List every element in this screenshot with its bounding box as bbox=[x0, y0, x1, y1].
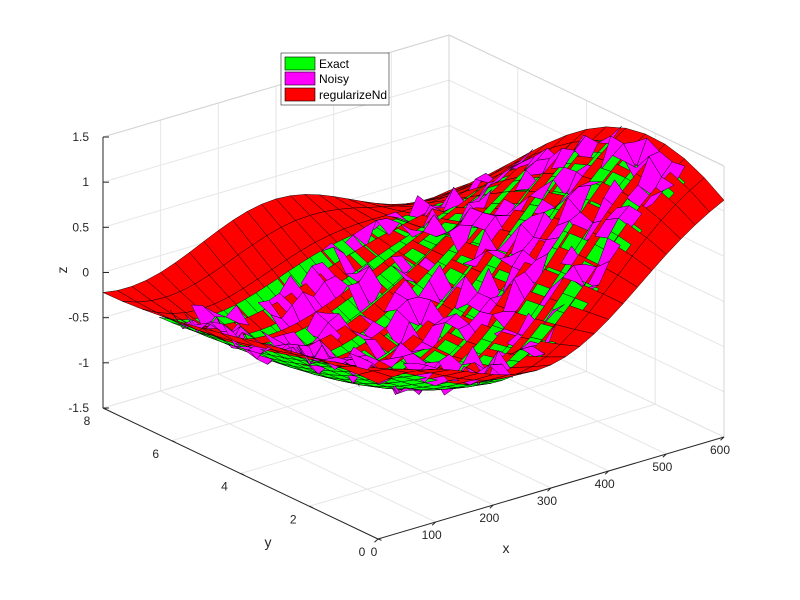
surface-face-noisy bbox=[191, 304, 216, 331]
surface-face-noisy bbox=[489, 166, 514, 186]
surface-face-noisy bbox=[225, 304, 250, 326]
y-tick-label: 8 bbox=[84, 414, 91, 428]
tick-labels: 0 100 200 300 400 500 600 0 2 4 6 8-1.5 -1 -0.5 0 0.5 1 1… bbox=[68, 130, 730, 559]
x-tick bbox=[489, 504, 494, 509]
x-tick bbox=[662, 453, 667, 458]
surface-face-noisy bbox=[618, 205, 643, 229]
z-tick-label: -0.5 bbox=[68, 311, 89, 325]
axes-box bbox=[102, 136, 725, 543]
y-tick bbox=[309, 505, 313, 509]
surface-face-noisy bbox=[540, 304, 565, 328]
surface-face-noisy bbox=[594, 217, 619, 239]
z-tick-label: 1 bbox=[82, 175, 89, 189]
axes-box-edge bbox=[448, 34, 725, 167]
axes-box-edge bbox=[102, 34, 450, 138]
y-tick-label: 4 bbox=[221, 480, 228, 494]
x-tick-label: 200 bbox=[479, 511, 499, 525]
grid-line bbox=[102, 124, 450, 228]
legend-label-exact: Exact bbox=[319, 57, 350, 71]
y-tick-label: 0 bbox=[359, 545, 366, 559]
x-tick bbox=[720, 436, 725, 441]
z-axis-label: z bbox=[54, 267, 70, 274]
z-tick-label: 0.5 bbox=[72, 220, 89, 234]
surface-face-noisy bbox=[448, 224, 473, 260]
grid-line bbox=[102, 79, 450, 183]
surface-face-noisy bbox=[521, 345, 546, 358]
x-tick bbox=[374, 538, 379, 543]
z-tick-label: 1.5 bbox=[72, 130, 89, 144]
x-tick-label: 0 bbox=[371, 545, 378, 559]
x-tick-label: 500 bbox=[652, 460, 672, 474]
x-tick bbox=[547, 487, 552, 492]
legend-swatch-exact bbox=[284, 56, 316, 71]
y-tick-label: 6 bbox=[152, 447, 159, 461]
x-tick-label: 400 bbox=[595, 477, 615, 491]
surface-face-noisy bbox=[574, 135, 599, 165]
z-tick-label: -1 bbox=[78, 356, 89, 370]
surface-face-noisy bbox=[385, 211, 409, 223]
y-tick bbox=[171, 440, 176, 443]
legend-swatch-regularizend bbox=[284, 87, 316, 102]
x-tick-label: 600 bbox=[710, 443, 730, 457]
surface-face-noisy bbox=[376, 218, 401, 236]
legend-label-noisy: Noisy bbox=[319, 72, 349, 86]
surface-face-noisy bbox=[529, 179, 554, 200]
surface-face-noisy bbox=[349, 352, 374, 378]
legend-label-regularizend: regularizeNd bbox=[319, 88, 387, 102]
legend-swatch-noisy bbox=[284, 71, 316, 86]
surface-face-noisy bbox=[378, 356, 403, 368]
z-tick-label: 0 bbox=[82, 266, 89, 280]
x-axis-label: x bbox=[503, 540, 510, 556]
z-tick-label: -1.5 bbox=[68, 401, 89, 415]
surface-face-noisy bbox=[399, 222, 424, 238]
surface-face-noisy bbox=[392, 265, 417, 283]
x-tick bbox=[604, 470, 610, 475]
x-tick-label: 100 bbox=[422, 528, 442, 542]
surface-face-noisy bbox=[298, 344, 323, 365]
grid-line bbox=[309, 403, 656, 507]
y-axis-label: y bbox=[265, 534, 272, 550]
surface-face-noisy bbox=[462, 250, 487, 268]
legend: Exact Noisy regularizeNd bbox=[280, 52, 390, 106]
surface-face-regularizeNd bbox=[358, 370, 393, 384]
x-tick bbox=[431, 521, 437, 526]
x-tick-label: 300 bbox=[537, 494, 557, 508]
y-tick-label: 2 bbox=[290, 512, 297, 526]
surface-layer bbox=[102, 125, 725, 396]
grid-line bbox=[240, 371, 587, 474]
y-tick bbox=[240, 473, 245, 476]
surface-face-noisy bbox=[551, 148, 575, 169]
y-tick bbox=[377, 538, 382, 541]
